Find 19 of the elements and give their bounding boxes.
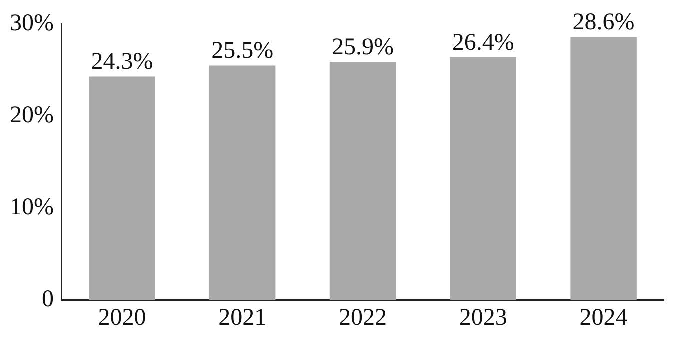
y-tick-label: 0 <box>42 286 54 312</box>
x-tick-label: 2021 <box>218 304 267 331</box>
data-label: 26.4% <box>452 30 514 56</box>
x-tick-label: 2023 <box>459 304 508 331</box>
bar <box>330 62 396 300</box>
bar <box>570 37 637 300</box>
bar <box>89 76 156 300</box>
data-label: 25.9% <box>332 34 394 60</box>
x-tick-label: 2020 <box>98 304 146 331</box>
bar <box>209 66 276 300</box>
y-tick-label: 10% <box>10 194 54 221</box>
data-label: 25.5% <box>212 38 274 64</box>
data-label: 28.6% <box>572 10 635 36</box>
bar <box>450 57 517 300</box>
x-tick-label: 2024 <box>580 304 628 331</box>
x-tick-label: 2022 <box>338 304 387 331</box>
data-label: 24.3% <box>91 49 154 76</box>
y-tick-label: 20% <box>10 102 54 129</box>
y-tick-label: 30% <box>10 10 54 37</box>
